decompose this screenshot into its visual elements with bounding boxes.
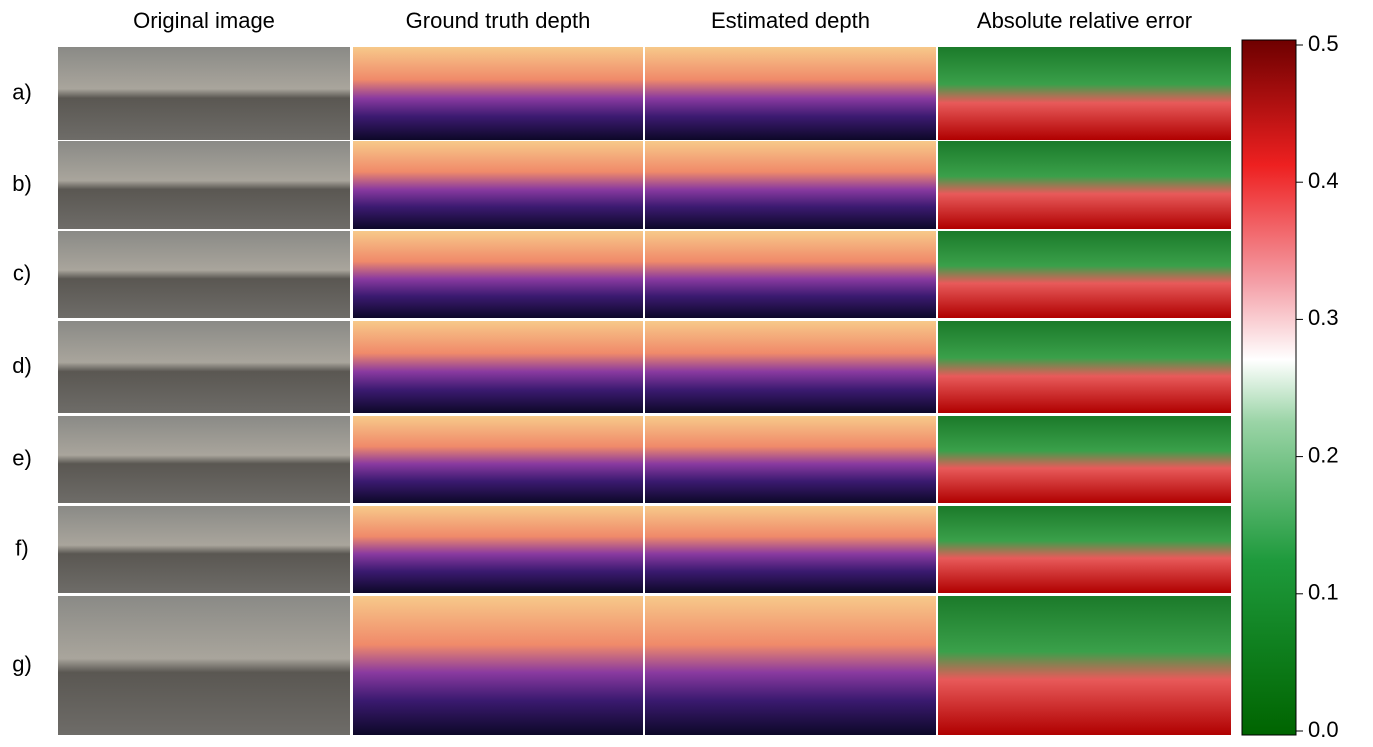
image-cell bbox=[353, 231, 643, 318]
image-cell bbox=[58, 416, 350, 503]
row-label: b) bbox=[12, 171, 32, 196]
image-cell bbox=[645, 416, 936, 503]
image-cell bbox=[353, 416, 643, 503]
column-header: Ground truth depth bbox=[406, 8, 591, 33]
image-cell bbox=[645, 47, 936, 140]
image-cell bbox=[938, 141, 1231, 229]
image-cell bbox=[938, 47, 1231, 140]
row-label: d) bbox=[12, 353, 32, 378]
tick-label: 0.0 bbox=[1308, 717, 1339, 742]
figure: Original image Ground truth depth Estimate… bbox=[0, 0, 1373, 747]
column-header: Estimated depth bbox=[711, 8, 870, 33]
image-cell bbox=[353, 47, 643, 140]
image-cell bbox=[58, 47, 350, 140]
image-cell bbox=[938, 416, 1231, 503]
row-label: a) bbox=[12, 79, 32, 104]
row-label: f) bbox=[15, 535, 28, 560]
image-cell bbox=[938, 596, 1231, 735]
image-cell bbox=[58, 231, 350, 318]
column-header: Absolute relative error bbox=[977, 8, 1192, 33]
image-cell bbox=[353, 506, 643, 593]
image-cell bbox=[645, 321, 936, 413]
row-label: e) bbox=[12, 445, 32, 470]
image-cell bbox=[353, 321, 643, 413]
image-cell bbox=[58, 506, 350, 593]
image-cell bbox=[353, 596, 643, 735]
tick-label: 0.2 bbox=[1308, 442, 1339, 467]
image-cell bbox=[58, 321, 350, 413]
image-cell bbox=[58, 596, 350, 735]
image-cell bbox=[353, 141, 643, 229]
image-cell bbox=[645, 231, 936, 318]
colorbar bbox=[1242, 40, 1296, 735]
tick-label: 0.4 bbox=[1308, 168, 1339, 193]
image-cell bbox=[645, 141, 936, 229]
image-cell bbox=[645, 506, 936, 593]
row-label: c) bbox=[13, 260, 31, 285]
image-cell bbox=[938, 321, 1231, 413]
image-cell bbox=[645, 596, 936, 735]
column-header: Original image bbox=[133, 8, 275, 33]
image-cell bbox=[938, 506, 1231, 593]
row-label: g) bbox=[12, 651, 32, 676]
tick-label: 0.1 bbox=[1308, 580, 1339, 605]
image-cell bbox=[58, 141, 350, 229]
image-cell bbox=[938, 231, 1231, 318]
tick-label: 0.5 bbox=[1308, 31, 1339, 56]
tick-label: 0.3 bbox=[1308, 305, 1339, 330]
